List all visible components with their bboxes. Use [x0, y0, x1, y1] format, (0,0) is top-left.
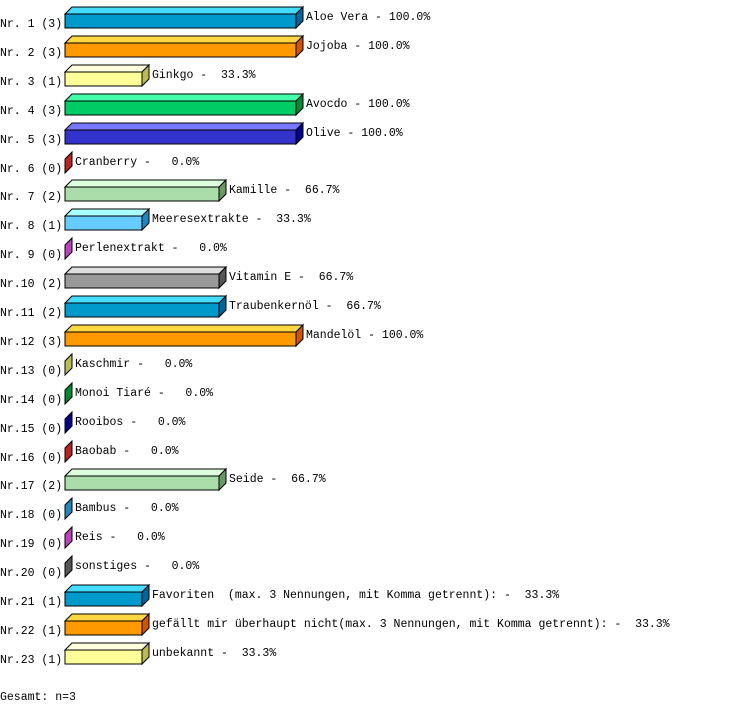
- row-label: Nr.22 (1): [0, 625, 62, 638]
- row-label: Nr.23 (1): [0, 654, 62, 667]
- row-label: Nr. 6 (0): [0, 163, 62, 176]
- data-label: Baobab - 0.0%: [75, 445, 179, 458]
- data-label: unbekannt - 33.3%: [152, 647, 276, 660]
- row-label: Nr. 2 (3): [0, 47, 62, 60]
- bar-top: [63, 468, 228, 477]
- bar-side: [141, 207, 150, 232]
- row-label: Nr.13 (0): [0, 365, 62, 378]
- data-label: Ginkgo - 33.3%: [152, 69, 256, 82]
- bar-side: [64, 150, 73, 175]
- bar-side: [141, 612, 150, 637]
- bar-top: [63, 295, 228, 304]
- data-label: sonstiges - 0.0%: [75, 560, 199, 573]
- data-label: Jojoba - 100.0%: [306, 40, 410, 53]
- bar-side: [218, 294, 227, 319]
- bar-side: [295, 5, 304, 30]
- row-label: Nr.21 (1): [0, 596, 62, 609]
- row-label: Nr.12 (3): [0, 336, 62, 349]
- row-label: Nr.10 (2): [0, 278, 62, 291]
- bar-top: [63, 179, 228, 188]
- bar-side: [218, 178, 227, 203]
- row-label: Nr.18 (0): [0, 509, 62, 522]
- bar: [64, 620, 143, 636]
- data-label: Seide - 66.7%: [229, 473, 326, 486]
- bar: [64, 331, 297, 347]
- bar-top: [63, 266, 228, 275]
- data-label: Meeresextrakte - 33.3%: [152, 213, 311, 226]
- bar: [64, 273, 220, 289]
- bar: [64, 129, 297, 145]
- data-label: Rooibos - 0.0%: [75, 416, 186, 429]
- data-label: Favoriten (max. 3 Nennungen, mit Komma g…: [152, 589, 559, 602]
- row-label: Nr. 7 (2): [0, 191, 62, 204]
- bar-side: [141, 63, 150, 88]
- row-label: Nr. 5 (3): [0, 134, 62, 147]
- bar-side: [295, 121, 304, 146]
- data-label: Mandelöl - 100.0%: [306, 329, 423, 342]
- data-label: Cranberry - 0.0%: [75, 156, 199, 169]
- row-label: Nr. 8 (1): [0, 220, 62, 233]
- data-label: Traubenkernöl - 66.7%: [229, 300, 381, 313]
- data-label: gefällt mir überhaupt nicht(max. 3 Nennu…: [152, 618, 670, 631]
- bar-side: [218, 265, 227, 290]
- bar-side: [64, 352, 73, 377]
- data-label: Olive - 100.0%: [306, 127, 403, 140]
- bar-side: [64, 496, 73, 521]
- bar-top: [63, 584, 151, 593]
- data-label: Aloe Vera - 100.0%: [306, 11, 430, 24]
- bar-top: [63, 6, 305, 15]
- row-label: Nr.17 (2): [0, 480, 62, 493]
- bar: [64, 302, 220, 318]
- data-label: Avocdo - 100.0%: [306, 98, 410, 111]
- row-label: Nr. 1 (3): [0, 18, 62, 31]
- row-label: Nr.15 (0): [0, 423, 62, 436]
- bar-top: [63, 64, 151, 73]
- bar-top: [63, 93, 305, 102]
- bar: [64, 591, 143, 607]
- bar-side: [64, 554, 73, 579]
- bar-side: [218, 467, 227, 492]
- row-label: Nr. 4 (3): [0, 105, 62, 118]
- bar-side: [295, 92, 304, 117]
- bar-side: [141, 583, 150, 608]
- data-label: Kaschmir - 0.0%: [75, 358, 192, 371]
- bar: [64, 71, 143, 87]
- bar-side: [64, 525, 73, 550]
- total-count: Gesamt: n=3: [0, 691, 76, 704]
- data-label: Reis - 0.0%: [75, 531, 165, 544]
- bar-side: [141, 641, 150, 666]
- row-label: Nr. 9 (0): [0, 249, 62, 262]
- bar-top: [63, 208, 151, 217]
- row-label: Nr.16 (0): [0, 452, 62, 465]
- bar-side: [295, 34, 304, 59]
- row-label: Nr.20 (0): [0, 567, 62, 580]
- bar-side: [64, 410, 73, 435]
- bar-top: [63, 613, 151, 622]
- bar-side: [64, 439, 73, 464]
- row-label: Nr.19 (0): [0, 538, 62, 551]
- bar: [64, 42, 297, 58]
- data-label: Kamille - 66.7%: [229, 184, 340, 197]
- bar: [64, 13, 297, 29]
- bar-side: [64, 381, 73, 406]
- row-label: Nr.11 (2): [0, 307, 62, 320]
- bar-top: [63, 35, 305, 44]
- bar-side: [295, 323, 304, 348]
- bar-side: [64, 236, 73, 261]
- data-label: Monoi Tiaré - 0.0%: [75, 387, 213, 400]
- row-label: Nr.14 (0): [0, 394, 62, 407]
- bar-top: [63, 642, 151, 651]
- data-label: Bambus - 0.0%: [75, 502, 179, 515]
- bar: [64, 649, 143, 665]
- bar: [64, 475, 220, 491]
- data-label: Vitamin E - 66.7%: [229, 271, 353, 284]
- bar: [64, 100, 297, 116]
- row-label: Nr. 3 (1): [0, 76, 62, 89]
- bar-top: [63, 324, 305, 333]
- data-label: Perlenextrakt - 0.0%: [75, 242, 227, 255]
- bar: [64, 186, 220, 202]
- bar-top: [63, 122, 305, 131]
- bar: [64, 215, 143, 231]
